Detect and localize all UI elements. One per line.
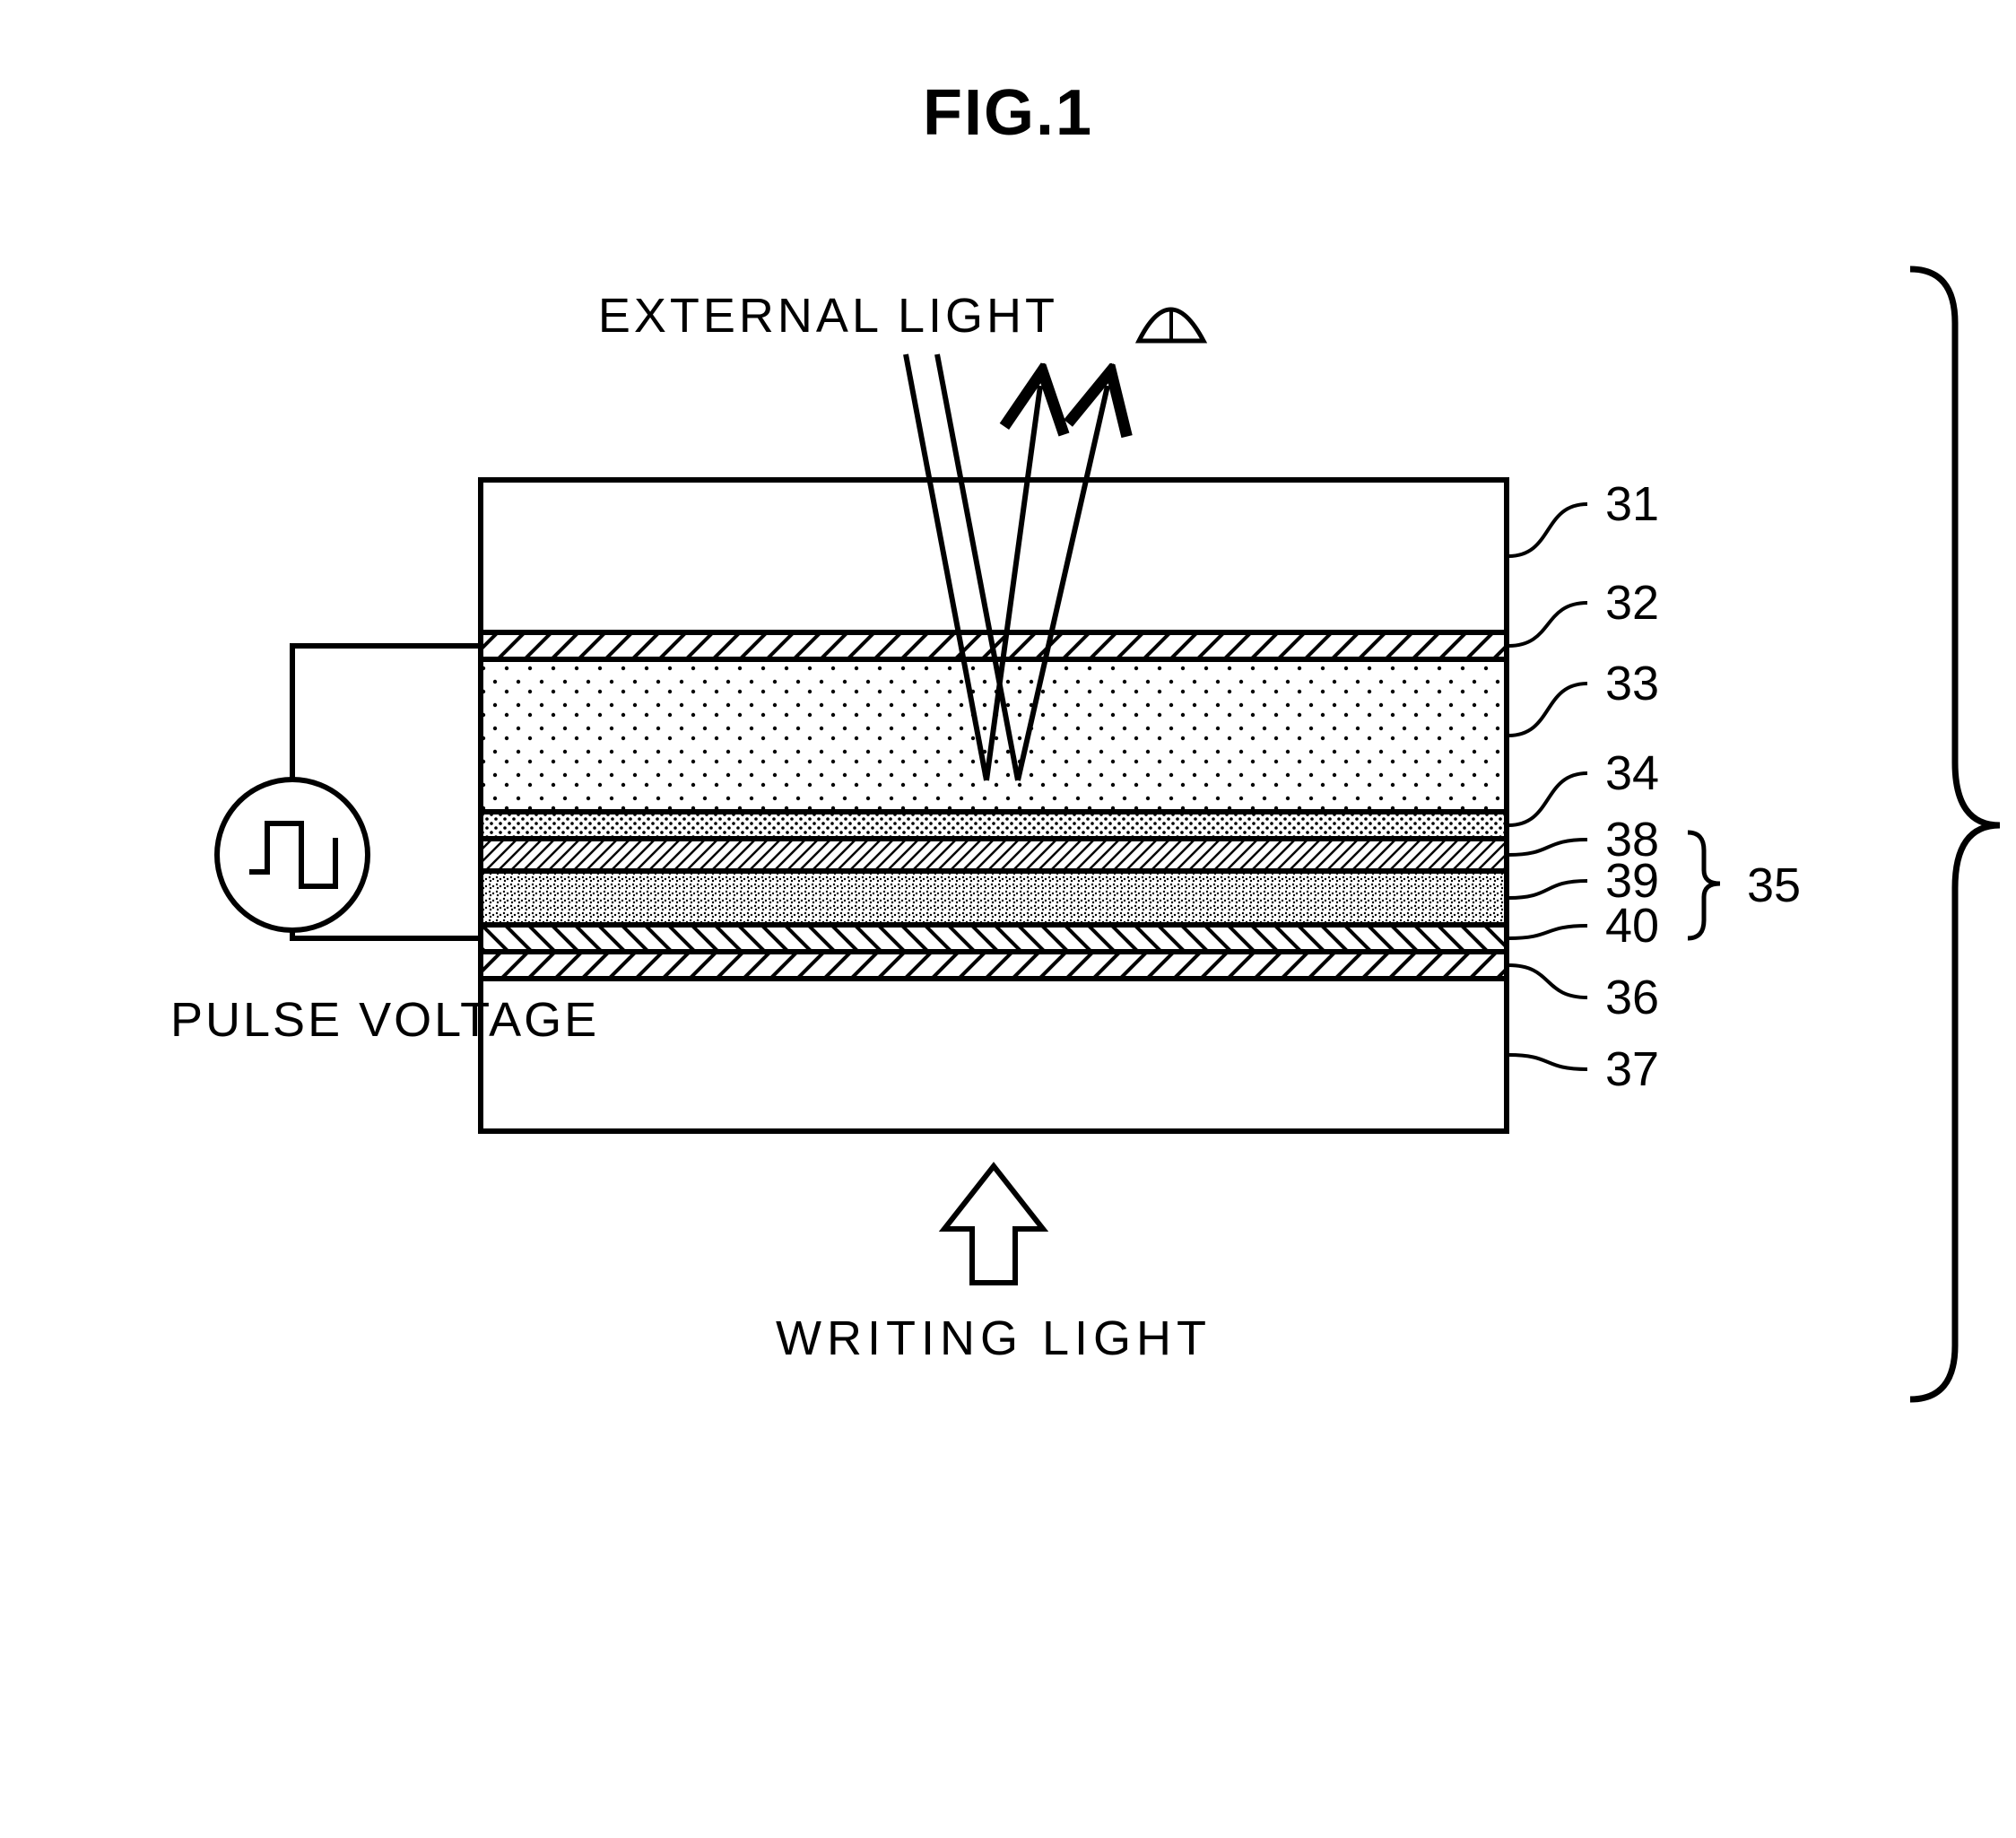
layer-40 [481, 925, 1507, 952]
leader-40 [1508, 926, 1587, 938]
external-light-label: EXTERNAL LIGHT [598, 289, 1058, 343]
leader-37 [1508, 1055, 1587, 1069]
eye-icon [1139, 309, 1204, 341]
leader-39 [1508, 881, 1587, 898]
leader-34 [1508, 773, 1587, 825]
writing-light-arrow [944, 1166, 1043, 1283]
label-37: 37 [1605, 1042, 1659, 1096]
layer-38 [481, 839, 1507, 871]
pulse-voltage-label: PULSE VOLTAGE [170, 993, 599, 1047]
figure-title: FIG.1 [923, 77, 1093, 149]
reference-leaders: 313233343839403637 [1508, 477, 1659, 1096]
leader-33 [1508, 684, 1587, 736]
layer-37 [481, 979, 1507, 1131]
leader-32 [1508, 603, 1587, 646]
label-35: 35 [1747, 858, 1801, 912]
leader-36 [1508, 965, 1587, 997]
label-31: 31 [1605, 477, 1659, 531]
leader-31 [1508, 504, 1587, 556]
label-33: 33 [1605, 657, 1659, 710]
pulse-voltage-source [217, 646, 481, 938]
writing-light-label: WRITING LIGHT [776, 1311, 1212, 1365]
layer-36 [481, 952, 1507, 979]
label-40: 40 [1605, 899, 1659, 953]
layer-stack [481, 480, 1507, 1131]
layer-31 [481, 480, 1507, 632]
outer-brace [1910, 269, 2000, 1399]
label-32: 32 [1605, 576, 1659, 630]
layer-34 [481, 812, 1507, 839]
brace-35 [1688, 832, 1720, 938]
label-34: 34 [1605, 746, 1659, 800]
label-36: 36 [1605, 971, 1659, 1024]
leader-38 [1508, 840, 1587, 855]
layer-39 [481, 871, 1507, 925]
